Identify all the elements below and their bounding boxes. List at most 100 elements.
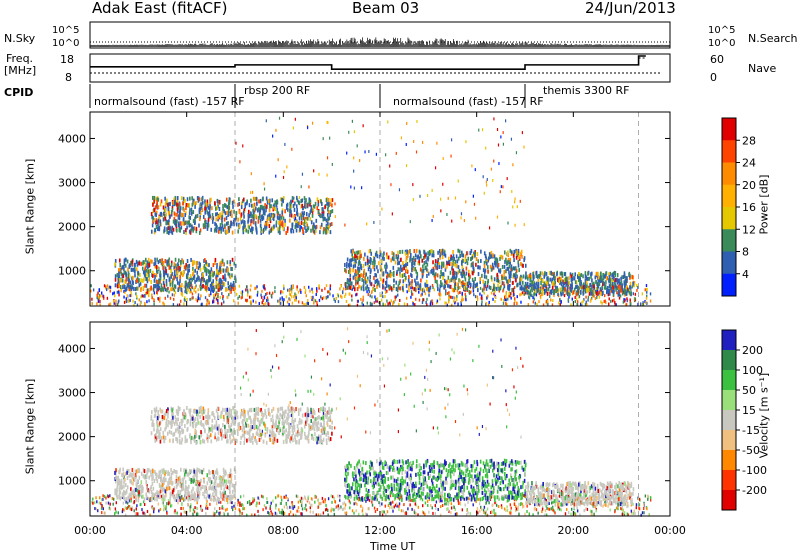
power-sparse-echo bbox=[482, 175, 484, 179]
velocity-ground-scatter bbox=[304, 495, 306, 499]
power-echo bbox=[619, 285, 621, 290]
power-ground-scatter bbox=[508, 292, 511, 296]
power-ground-scatter bbox=[398, 286, 401, 290]
power-echo bbox=[243, 214, 245, 219]
power-ground-scatter bbox=[315, 287, 318, 291]
power-ground-scatter bbox=[213, 293, 215, 297]
power-echo bbox=[616, 277, 618, 282]
power-echo bbox=[423, 261, 426, 266]
power-ground-scatter bbox=[263, 284, 265, 288]
power-echo bbox=[179, 264, 182, 269]
power-echo bbox=[207, 223, 210, 228]
power-echo bbox=[186, 259, 189, 264]
power-echo bbox=[206, 268, 208, 273]
power-echo bbox=[544, 271, 546, 276]
power-echo bbox=[595, 271, 598, 276]
power-echo bbox=[253, 202, 256, 207]
power-echo bbox=[451, 256, 453, 261]
velocity-ground-scatter bbox=[183, 510, 186, 514]
power-echo bbox=[117, 279, 120, 284]
nave-tick-high: 60 bbox=[710, 53, 724, 66]
power-echo bbox=[437, 250, 439, 255]
power-echo bbox=[440, 272, 443, 277]
power-echo bbox=[473, 254, 475, 259]
power-echo bbox=[411, 273, 413, 278]
power-echo bbox=[212, 273, 214, 278]
power-echo bbox=[359, 273, 361, 278]
power-echo bbox=[553, 282, 555, 287]
power-echo bbox=[129, 280, 132, 285]
power-ground-scatter bbox=[97, 291, 99, 295]
velocity-ground-scatter bbox=[152, 510, 155, 514]
power-ground-scatter bbox=[250, 301, 252, 305]
power-echo bbox=[190, 276, 192, 281]
velocity-ground-scatter bbox=[337, 494, 339, 498]
power-echo bbox=[462, 258, 464, 263]
power-sparse-echo bbox=[497, 143, 500, 147]
velocity-ground-scatter bbox=[113, 497, 115, 501]
power-echo bbox=[326, 212, 329, 217]
power-echo bbox=[319, 230, 321, 235]
power-echo bbox=[549, 277, 551, 282]
power-ground-scatter bbox=[321, 288, 323, 292]
velocity-ground-scatter bbox=[550, 507, 552, 511]
power-echo bbox=[392, 286, 395, 291]
velocity-ground-scatter bbox=[537, 511, 539, 515]
velocity-ground-scatter bbox=[275, 506, 277, 510]
power-echo bbox=[281, 202, 283, 207]
power-echo bbox=[271, 198, 274, 203]
power-sparse-echo bbox=[419, 194, 421, 198]
power-sparse-echo bbox=[412, 197, 414, 201]
power-echo bbox=[386, 264, 388, 269]
power-ground-scatter bbox=[265, 301, 267, 305]
velocity-ground-scatter bbox=[121, 510, 124, 514]
velocity-ground-scatter bbox=[365, 499, 367, 503]
power-ground-scatter bbox=[305, 294, 307, 298]
power-echo bbox=[184, 280, 187, 285]
power-ground-scatter bbox=[201, 302, 203, 306]
power-echo bbox=[584, 271, 587, 276]
power-sparse-echo bbox=[359, 159, 361, 163]
power-echo bbox=[260, 226, 263, 231]
velocity-ground-scatter bbox=[144, 512, 147, 516]
power-echo bbox=[249, 228, 252, 233]
power-ground-scatter bbox=[551, 303, 554, 307]
power-echo bbox=[169, 282, 172, 287]
power-echo bbox=[176, 196, 179, 201]
power-echo bbox=[604, 273, 607, 278]
power-echo bbox=[436, 279, 438, 284]
power-ground-scatter bbox=[376, 297, 379, 301]
power-ground-scatter bbox=[422, 298, 424, 302]
power-echo bbox=[503, 272, 505, 277]
power-ground-scatter bbox=[445, 301, 447, 305]
power-echo bbox=[551, 285, 554, 290]
power-echo bbox=[479, 280, 482, 285]
velocity-ground-scatter bbox=[632, 511, 635, 515]
power-ground-scatter bbox=[528, 295, 530, 299]
power-echo bbox=[176, 266, 179, 271]
power-echo bbox=[167, 202, 169, 207]
power-echo bbox=[457, 265, 460, 270]
power-echo bbox=[196, 270, 199, 275]
power-echo bbox=[369, 279, 371, 284]
power-echo bbox=[414, 278, 416, 283]
power-echo bbox=[161, 286, 163, 291]
power-echo bbox=[286, 228, 289, 233]
power-ground-scatter bbox=[512, 291, 515, 295]
power-ground-scatter bbox=[136, 294, 138, 298]
velocity-ground-scatter bbox=[240, 503, 242, 507]
power-sparse-echo bbox=[385, 153, 387, 157]
power-echo bbox=[622, 275, 625, 280]
power-ground-scatter bbox=[295, 298, 297, 302]
power-sparse-echo bbox=[515, 151, 518, 155]
power-echo bbox=[454, 276, 456, 281]
power-echo bbox=[605, 276, 608, 281]
power-echo bbox=[188, 263, 191, 268]
power-echo bbox=[268, 201, 271, 206]
velocity-ground-scatter bbox=[227, 512, 229, 516]
power-echo bbox=[227, 281, 230, 286]
power-ground-scatter bbox=[444, 292, 447, 296]
power-ground-scatter bbox=[613, 298, 615, 302]
velocity-ground-scatter bbox=[404, 511, 407, 515]
power-ground-scatter bbox=[297, 290, 300, 294]
